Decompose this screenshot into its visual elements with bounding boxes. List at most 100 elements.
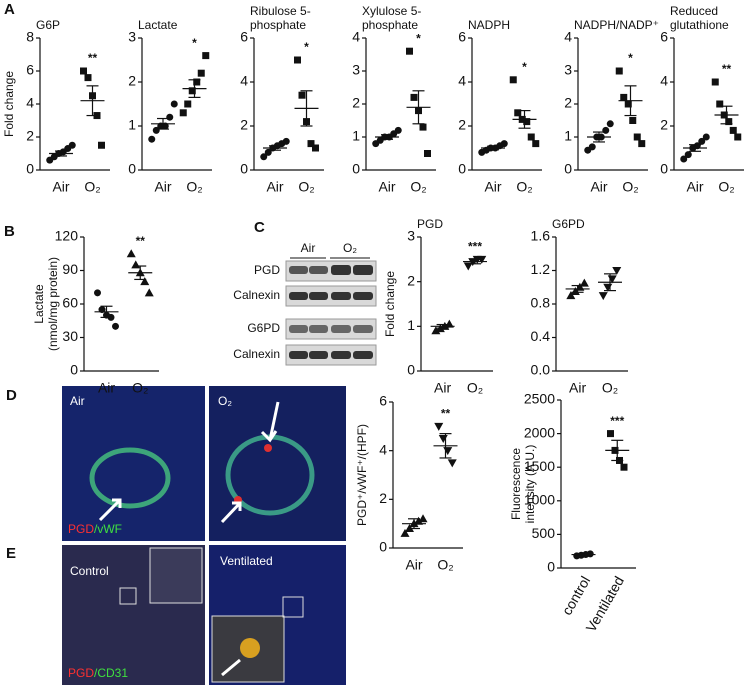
- point: [166, 113, 174, 121]
- point: [612, 267, 622, 275]
- y-tick-label: 1: [407, 317, 415, 333]
- y-tick-label: 0: [352, 161, 360, 177]
- point: [98, 141, 105, 149]
- significance: ***: [468, 240, 482, 254]
- y-tick-label: 3: [407, 228, 415, 244]
- chart-title: NADPH: [468, 18, 510, 32]
- x-tick-label: Air: [434, 380, 451, 396]
- point: [602, 126, 610, 134]
- y-axis-label: PGD⁺/vWF⁺/(HPF): [355, 424, 369, 526]
- vessel: [89, 447, 171, 509]
- x-tick-label: Air: [98, 380, 115, 396]
- point: [570, 286, 580, 295]
- chart-title: Lactate: [138, 18, 178, 32]
- point: [406, 47, 413, 55]
- point: [414, 516, 423, 525]
- y-tick-label: 1: [564, 128, 572, 144]
- chart-title: G6PD: [552, 217, 585, 231]
- x-tick-label: Air: [686, 179, 703, 195]
- point: [606, 120, 614, 128]
- point: [443, 447, 453, 456]
- y-tick-label: 2000: [524, 424, 555, 440]
- y-tick-label: 0.4: [531, 328, 551, 344]
- point: [312, 144, 319, 152]
- panel-letter: C: [254, 219, 265, 236]
- significance: *: [522, 60, 527, 74]
- arrow: [98, 498, 122, 522]
- x-tick-label: Air: [590, 179, 607, 195]
- western-blot: Air O₂ PGD Calnexin G6PD Calnexin: [233, 241, 377, 366]
- y-tick-label: 6: [240, 29, 248, 45]
- y-tick-label: 30: [62, 328, 78, 344]
- point: [633, 133, 641, 141]
- point: [729, 126, 737, 134]
- significance: *: [416, 31, 421, 45]
- point: [148, 135, 156, 143]
- x-tick-label: O₂: [718, 179, 734, 195]
- point: [179, 109, 187, 117]
- y-tick-label: 1: [352, 128, 360, 144]
- x-tick-label: Air: [378, 179, 395, 195]
- point: [620, 463, 628, 471]
- point: [509, 76, 517, 84]
- y-tick-label: 2: [564, 95, 572, 111]
- panel-letter: A: [4, 1, 15, 18]
- stain-green: /vWF: [94, 522, 122, 536]
- y-tick-label: 4: [660, 73, 668, 89]
- y-axis-label: (nmol/mg protein): [46, 257, 60, 351]
- y-tick-label: 3: [352, 62, 360, 78]
- y-tick-label: 1000: [524, 492, 555, 508]
- panel-letter: D: [6, 387, 17, 404]
- point: [615, 67, 623, 75]
- chart-title: phosphate: [362, 18, 418, 32]
- blot-group: Air: [301, 241, 316, 255]
- y-tick-label: 0.0: [531, 362, 551, 378]
- y-tick-label: 2: [379, 490, 387, 506]
- y-tick-label: 1: [128, 117, 136, 133]
- y-tick-label: 0: [564, 161, 572, 177]
- y-tick-label: 4: [458, 73, 466, 89]
- y-axis-label: Lactate: [32, 284, 46, 324]
- point: [294, 56, 301, 64]
- y-tick-label: 2500: [524, 391, 555, 407]
- chart-title: PGD: [417, 217, 443, 231]
- arrow: [220, 501, 242, 524]
- inset: [149, 547, 203, 604]
- point: [418, 514, 428, 523]
- significance: **: [441, 407, 451, 421]
- blot-row: PGD: [254, 263, 280, 277]
- point: [80, 67, 87, 75]
- stain-label: PGD/CD31: [68, 666, 128, 680]
- chart-title: G6P: [36, 18, 60, 32]
- point: [260, 153, 268, 161]
- y-tick-label: 4: [352, 29, 360, 45]
- point: [434, 422, 444, 431]
- point: [170, 100, 178, 108]
- point: [527, 133, 535, 141]
- y-tick-label: 6: [458, 29, 466, 45]
- blot-row: G6PD: [247, 321, 280, 335]
- y-tick-label: 4: [26, 95, 34, 111]
- blot-row: Calnexin: [233, 347, 280, 361]
- point: [698, 137, 706, 145]
- chart-title: Reduced: [670, 4, 718, 18]
- point: [131, 260, 141, 269]
- point: [463, 262, 473, 271]
- y-tick-label: 0: [547, 559, 555, 575]
- significance: **: [722, 62, 732, 76]
- x-tick-label: O₂: [186, 179, 202, 195]
- y-tick-label: 60: [62, 295, 78, 311]
- y-axis-label: Fold change: [383, 271, 397, 337]
- y-tick-label: 2: [458, 117, 466, 133]
- point: [566, 291, 576, 300]
- point: [68, 141, 76, 149]
- y-tick-label: 6: [26, 62, 34, 78]
- stain-red: PGD: [68, 666, 94, 680]
- image-label: Air: [70, 394, 85, 408]
- y-tick-label: 0: [70, 362, 78, 378]
- chart-title: Xylulose 5-: [362, 4, 421, 18]
- point: [394, 126, 402, 134]
- x-tick-label: control: [558, 573, 593, 617]
- x-tick-label: O₂: [132, 380, 148, 396]
- y-tick-label: 500: [532, 525, 556, 541]
